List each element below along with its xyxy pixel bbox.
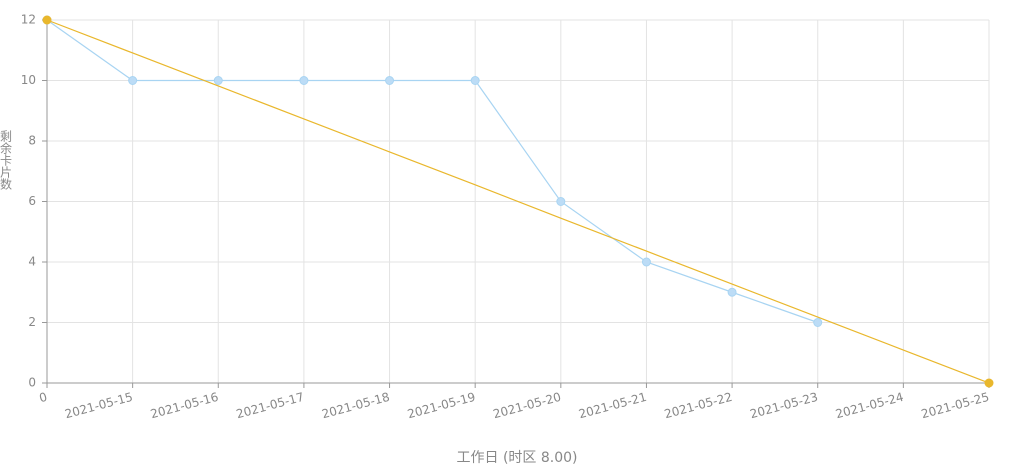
series-line [46,19,990,384]
x-tick-label: 2021-05-18 [320,390,391,422]
data-point [813,318,823,327]
y-tick-label: 12 [21,13,36,27]
y-tick-label: 10 [21,73,36,87]
x-tick-label: 2021-05-21 [577,390,648,422]
y-tick-label: 0 [28,376,36,390]
data-point [641,257,651,267]
x-tick-label: 2021-05-20 [492,390,563,422]
y-tick-label: 6 [28,194,36,208]
data-point [984,378,994,388]
data-point [556,197,566,206]
data-point [385,76,395,85]
x-tick-label: 0 [38,390,49,406]
x-tick-label: 2021-05-23 [748,390,819,422]
x-tick-label: 2021-05-25 [920,390,991,422]
data-point [470,76,480,85]
y-axis-title: 剩余卡片数 [0,130,13,191]
x-tick-label: 2021-05-17 [235,390,306,422]
data-point [128,76,138,85]
series-line [46,19,818,324]
x-tick-label: 2021-05-19 [406,390,477,422]
y-tick-label: 8 [28,134,36,148]
x-axis-title: 工作日 (时区 8.00) [457,450,578,466]
x-tick-label: 2021-05-15 [63,390,134,422]
data-point [299,76,309,85]
x-tick-label: 2021-05-24 [834,390,905,422]
y-tick-label: 2 [28,315,36,329]
data-point [42,15,52,25]
x-tick-label: 2021-05-22 [663,390,734,422]
data-point [213,76,223,85]
y-tick-label: 4 [28,255,36,269]
x-tick-label: 2021-05-16 [149,390,220,422]
data-point [727,287,737,297]
